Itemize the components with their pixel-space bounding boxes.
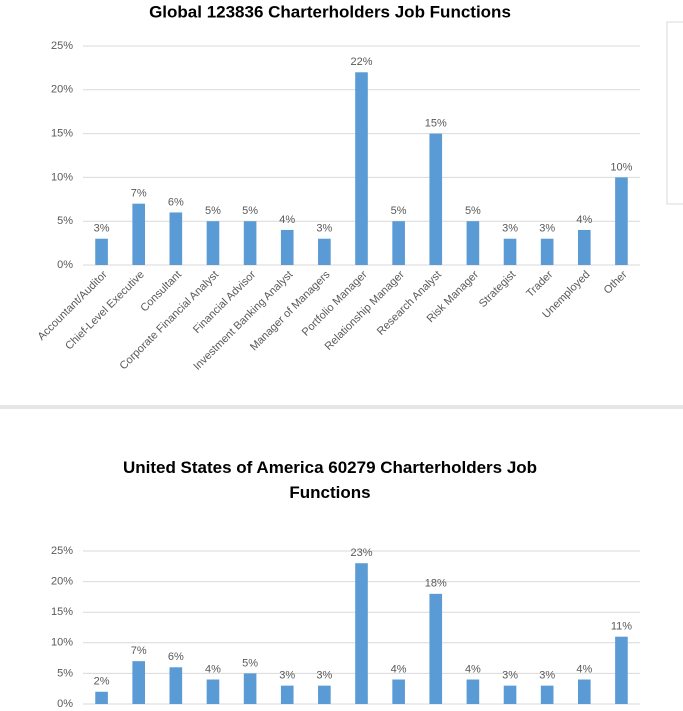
bar bbox=[169, 667, 183, 704]
y-tick-label: 20% bbox=[51, 84, 73, 96]
value-label: 3% bbox=[94, 223, 110, 235]
y-tick-label: 0% bbox=[57, 698, 73, 710]
bar bbox=[615, 636, 628, 704]
bar bbox=[169, 212, 183, 265]
y-tick-label: 25% bbox=[51, 40, 73, 52]
bar bbox=[466, 221, 480, 265]
value-label: 7% bbox=[131, 188, 147, 200]
bar bbox=[577, 679, 591, 704]
value-label: 6% bbox=[168, 196, 184, 208]
y-tick-label: 10% bbox=[51, 171, 73, 183]
y-tick-label: 0% bbox=[57, 259, 73, 271]
bar bbox=[206, 221, 220, 265]
bar bbox=[95, 691, 108, 704]
x-tick-label: Accountant/Auditor bbox=[36, 268, 110, 342]
bar bbox=[503, 238, 517, 265]
value-label: 6% bbox=[168, 651, 184, 663]
bar bbox=[355, 563, 368, 704]
value-label: 4% bbox=[576, 214, 592, 226]
bar bbox=[577, 229, 591, 265]
bar bbox=[392, 679, 405, 704]
bar bbox=[280, 685, 294, 704]
bar bbox=[132, 661, 146, 704]
bar bbox=[243, 221, 257, 265]
value-label: 11% bbox=[611, 621, 632, 633]
value-label: 10% bbox=[610, 161, 632, 173]
bar bbox=[280, 229, 294, 265]
bar bbox=[540, 685, 554, 704]
x-tick-label: Strategist bbox=[477, 269, 518, 310]
bar bbox=[355, 72, 368, 265]
value-label: 5% bbox=[205, 205, 221, 217]
value-label: 3% bbox=[502, 223, 518, 235]
value-label: 7% bbox=[131, 645, 147, 657]
x-tick-label: Other bbox=[602, 268, 630, 296]
bar bbox=[429, 593, 443, 704]
value-label: 23% bbox=[350, 547, 372, 559]
legend-box bbox=[666, 21, 683, 205]
bar bbox=[615, 177, 628, 265]
value-label: 4% bbox=[576, 663, 592, 675]
value-label: 4% bbox=[391, 663, 407, 675]
bar bbox=[206, 679, 220, 704]
x-tick-label: Trader bbox=[524, 268, 555, 299]
value-label: 3% bbox=[279, 670, 295, 682]
bar bbox=[466, 679, 480, 704]
y-tick-label: 10% bbox=[51, 637, 73, 649]
separator bbox=[0, 405, 683, 409]
y-tick-label: 25% bbox=[51, 545, 73, 557]
bar bbox=[95, 238, 108, 265]
value-label: 15% bbox=[425, 118, 447, 130]
bar bbox=[132, 203, 146, 265]
x-tick-label: Financial Advisor bbox=[191, 268, 259, 336]
x-tick-label: Portfolio Manager bbox=[300, 268, 370, 338]
value-label: 5% bbox=[242, 205, 258, 217]
value-label: 2% bbox=[94, 676, 110, 688]
value-label: 3% bbox=[316, 670, 332, 682]
value-label: 5% bbox=[242, 657, 258, 669]
y-tick-label: 20% bbox=[51, 576, 73, 588]
value-label: 22% bbox=[350, 56, 372, 68]
value-label: 5% bbox=[391, 205, 407, 217]
value-label: 18% bbox=[425, 578, 447, 590]
bar bbox=[392, 221, 405, 265]
y-tick-label: 15% bbox=[51, 606, 73, 618]
value-label: 3% bbox=[539, 223, 555, 235]
bar bbox=[318, 238, 331, 265]
value-label: 3% bbox=[316, 223, 332, 235]
x-tick-label: Research Analyst bbox=[375, 269, 444, 338]
value-label: 3% bbox=[502, 670, 518, 682]
bar bbox=[318, 685, 331, 704]
bar bbox=[503, 685, 517, 704]
y-tick-label: 5% bbox=[57, 215, 73, 227]
value-label: 5% bbox=[465, 205, 481, 217]
chart-title: United States of America 60279 Charterho… bbox=[122, 458, 538, 502]
bar bbox=[243, 673, 257, 704]
value-label: 4% bbox=[279, 214, 295, 226]
bar bbox=[540, 238, 554, 265]
value-label: 4% bbox=[465, 663, 481, 675]
value-label: 3% bbox=[539, 670, 555, 682]
y-tick-label: 5% bbox=[57, 667, 73, 679]
y-tick-label: 15% bbox=[51, 128, 73, 140]
value-label: 4% bbox=[205, 663, 221, 675]
chart-title: Global 123836 Charterholders Job Functio… bbox=[149, 2, 511, 21]
bar bbox=[429, 133, 443, 265]
